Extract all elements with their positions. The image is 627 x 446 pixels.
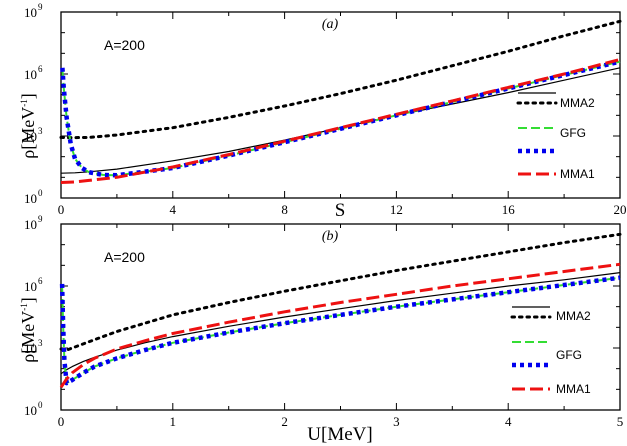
series-gfg-line [61, 60, 621, 177]
panel-b-y-axis-title: ρ[MeV-1] [18, 297, 38, 362]
x-tick-label: 0 [58, 202, 65, 217]
x-tick-label: 20 [614, 202, 627, 217]
x-tick-label: 0 [58, 414, 65, 429]
y-tick-label-exponent: 6 [38, 64, 43, 74]
series-mma1-line [60, 58, 621, 184]
x-tick-label: 12 [390, 202, 403, 217]
panel-b-annotation: A=200 [104, 249, 145, 265]
y-tick-label-exponent: 0 [38, 400, 43, 410]
legend-a-mma1-label: MMA1 [560, 167, 595, 181]
panel-b-x-ticks: 0 1 2 3 4 5 [58, 224, 624, 429]
y-tick-label: 10 [24, 67, 37, 82]
panel-a-y-axis-title-close: ] [18, 93, 38, 99]
series-mma1-dots-line [60, 59, 621, 178]
panel-b-y-axis-title-sup: -1 [19, 303, 29, 311]
x-tick-label: 4 [170, 202, 177, 217]
y-tick-label-exponent: 9 [38, 214, 43, 224]
legend-b-mma1-label: MMA1 [556, 382, 591, 396]
panel-a-annotation: A=200 [104, 37, 145, 53]
series-mma2-line [59, 19, 622, 140]
panel-a-y-axis-title: ρ[MeV-1] [18, 93, 38, 158]
panel-b-series [59, 232, 622, 389]
legend-a-mma2-label: MMA2 [560, 96, 595, 110]
series-thin-line [60, 272, 621, 375]
legend-b-mma2-label: MMA2 [556, 309, 591, 323]
panel-a-x-axis-title: S [335, 200, 346, 221]
panel-a-legend: MMA2 GFG MMA1 [516, 92, 595, 181]
panel-a-tag: (a) [322, 17, 339, 32]
panel-a-x-ticks: 0 4 8 12 16 20 [58, 12, 627, 217]
x-tick-label: 8 [281, 202, 288, 217]
panel-a-y-axis-title-sup: -1 [19, 99, 29, 107]
series-gfg-line [61, 276, 621, 385]
panel-a-y-axis-title-base: ρ[MeV [18, 107, 38, 159]
panel-b-y-axis-title-base: ρ[MeV [18, 311, 38, 363]
y-tick-label-exponent: 3 [38, 338, 43, 348]
legend-b-gfg-label: GFG [556, 348, 582, 362]
y-tick-label: 10 [24, 341, 37, 356]
series-mma2-line [59, 232, 622, 352]
y-tick-label: 10 [24, 129, 37, 144]
x-tick-label: 5 [617, 414, 624, 429]
y-tick-label: 10 [24, 217, 37, 232]
y-tick-label: 10 [24, 279, 37, 294]
x-tick-label: 16 [502, 202, 516, 217]
series-mma1-line [59, 262, 621, 389]
y-tick-label-exponent: 9 [38, 2, 43, 12]
y-tick-label-exponent: 3 [38, 126, 43, 136]
panel-b-tag: (b) [322, 229, 339, 244]
x-tick-label: 3 [393, 414, 400, 429]
y-tick-label-exponent: 6 [38, 276, 43, 286]
y-tick-label-exponent: 0 [38, 188, 43, 198]
y-tick-label: 10 [24, 191, 37, 206]
x-tick-label: 1 [170, 414, 177, 429]
panel-b-y-axis-title-close: ] [18, 297, 38, 303]
panel-a-series [59, 19, 622, 184]
y-tick-label: 10 [24, 403, 37, 418]
series-mma1-dots-line [59, 275, 621, 386]
legend-a-gfg-label: GFG [560, 126, 586, 140]
x-tick-label: 4 [505, 414, 512, 429]
panel-b-x-axis-title: U[MeV] [307, 424, 372, 445]
panel-b-legend: MMA2 GFG MMA1 [510, 306, 591, 396]
x-tick-label: 2 [281, 414, 288, 429]
y-tick-label: 10 [24, 5, 37, 20]
